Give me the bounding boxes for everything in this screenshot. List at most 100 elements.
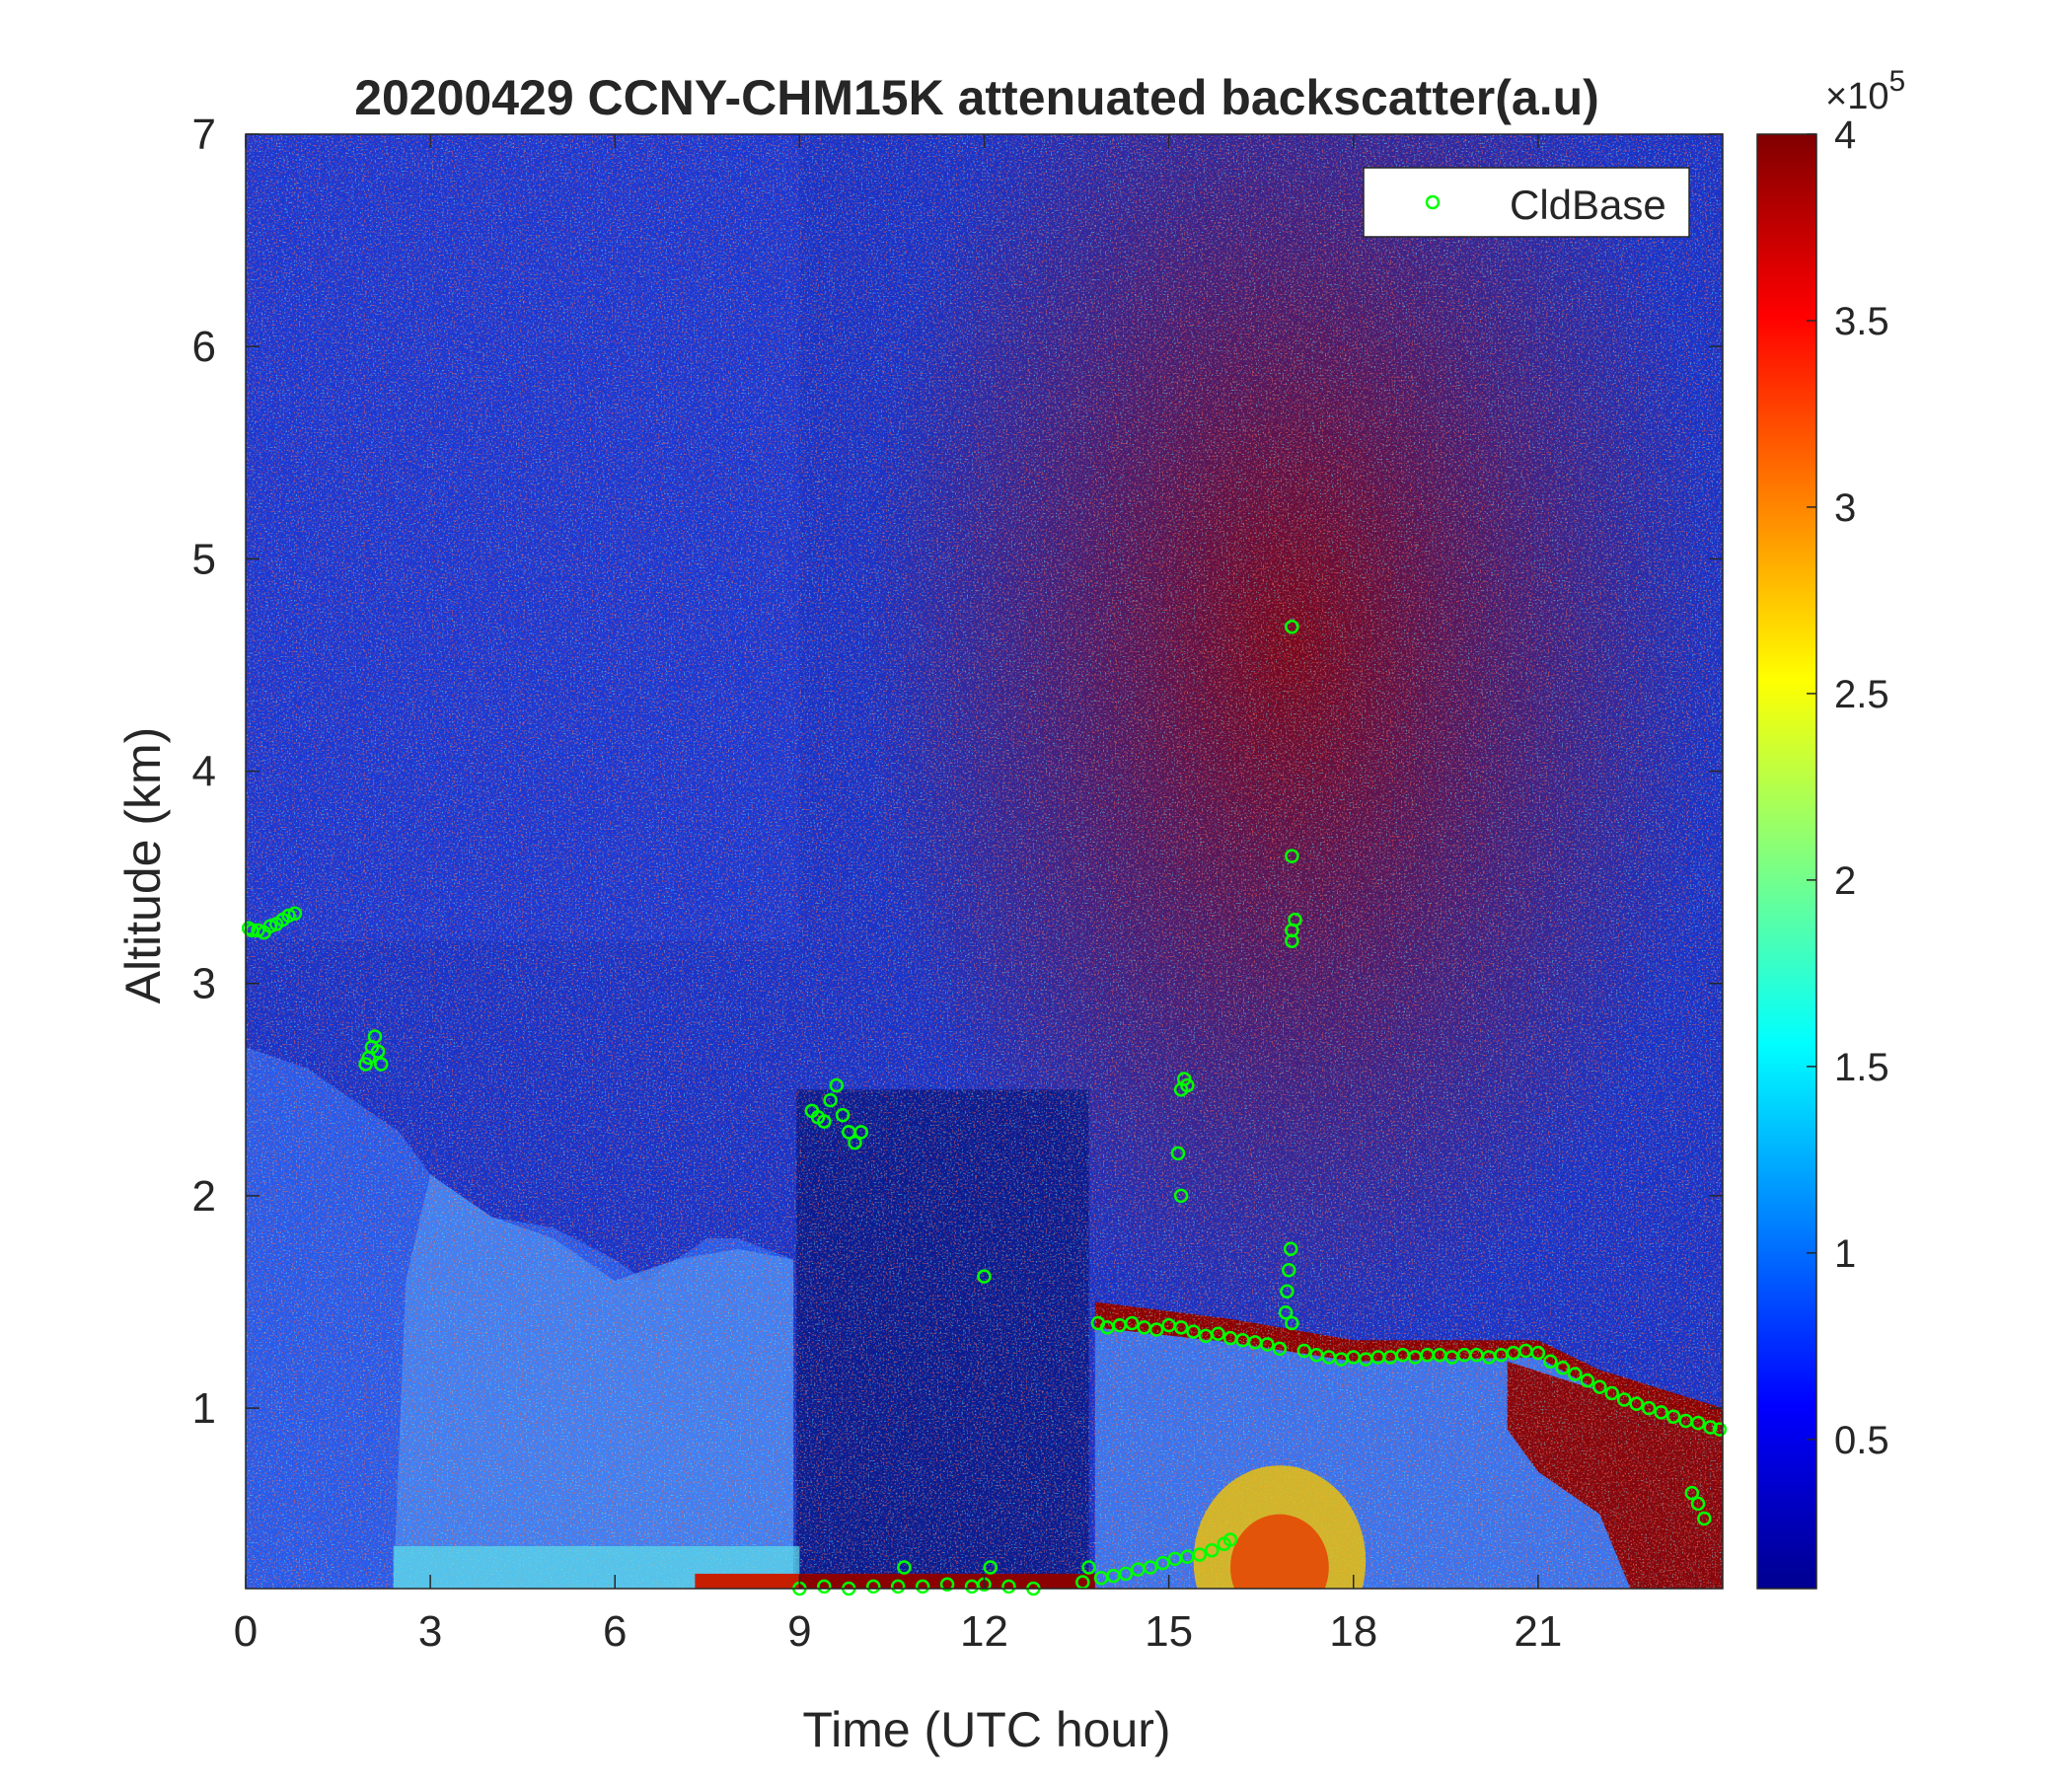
cldbase-point bbox=[1690, 1496, 1706, 1512]
cldbase-point bbox=[1155, 1555, 1170, 1571]
colorbar-exponent: ×105 bbox=[1825, 65, 1905, 117]
y-tick-label: 2 bbox=[192, 1172, 216, 1221]
cldbase-point bbox=[1148, 1322, 1164, 1337]
x-tick-label: 0 bbox=[234, 1607, 258, 1656]
cldbase-point bbox=[1580, 1373, 1595, 1388]
colorbar: 0.5 1 1.5 2 2.5 3 3.5 4 ×105 bbox=[1756, 65, 1905, 1590]
cldbase-point bbox=[977, 1269, 992, 1284]
cldbase-point bbox=[817, 1579, 832, 1595]
cldbase-point bbox=[1697, 1511, 1712, 1526]
cldbase-point bbox=[915, 1579, 930, 1595]
cldbase-point bbox=[1001, 1579, 1016, 1595]
cldbase-point bbox=[370, 1044, 386, 1059]
cldbase-point bbox=[1260, 1337, 1275, 1352]
cldbase-point bbox=[1690, 1415, 1706, 1431]
cldbase-point bbox=[1543, 1354, 1558, 1370]
cldbase-point bbox=[1285, 619, 1299, 634]
cldbase-point bbox=[1272, 1341, 1288, 1357]
x-tick-label: 9 bbox=[787, 1607, 811, 1656]
x-tick-label: 3 bbox=[418, 1607, 442, 1656]
backscatter-boundary-layer bbox=[393, 1465, 1367, 1589]
colorbar-tick-label: 0.5 bbox=[1834, 1419, 1889, 1462]
cldbase-point bbox=[1205, 1543, 1220, 1558]
legend-entry-cldbase: CldBase bbox=[1510, 182, 1666, 228]
cldbase-point bbox=[1211, 1326, 1225, 1342]
y-tick-label: 1 bbox=[192, 1384, 216, 1433]
cldbase-point bbox=[1684, 1485, 1700, 1501]
cldbase-point bbox=[1555, 1360, 1571, 1375]
cldbase-point bbox=[983, 1560, 998, 1575]
cldbase-point bbox=[1592, 1379, 1607, 1394]
surface-band-red bbox=[695, 1573, 800, 1589]
x-tick-label: 21 bbox=[1514, 1607, 1562, 1656]
cldbase-point bbox=[1186, 1324, 1201, 1339]
cldbase-point bbox=[1173, 1320, 1189, 1335]
colorbar-tick-label: 3 bbox=[1834, 486, 1856, 530]
x-axis: 0 3 6 9 12 15 18 21 bbox=[234, 134, 1562, 1656]
cldbase-point bbox=[1629, 1396, 1644, 1412]
x-tick-label: 12 bbox=[960, 1607, 1008, 1656]
chart-title: 20200429 CCNY-CHM15K attenuated backscat… bbox=[354, 70, 1599, 125]
cldbase-point bbox=[1285, 1315, 1299, 1331]
cldbase-point bbox=[1192, 1547, 1208, 1562]
cldbase-point bbox=[1654, 1405, 1668, 1420]
colorbar-tick-label: 1 bbox=[1834, 1232, 1856, 1276]
cldbase-series bbox=[241, 619, 1728, 1596]
x-tick-label: 15 bbox=[1145, 1607, 1193, 1656]
cldbase-point bbox=[1712, 1422, 1728, 1437]
cldbase-point bbox=[1604, 1385, 1619, 1401]
y-tick-label: 5 bbox=[192, 535, 216, 583]
backscatter-noise bbox=[246, 134, 1723, 1589]
y-tick-label: 7 bbox=[192, 111, 216, 159]
cldbase-point bbox=[367, 1029, 383, 1044]
legend: CldBase bbox=[1363, 167, 1690, 238]
x-axis-label: Time (UTC hour) bbox=[802, 1702, 1170, 1757]
colorbar-tick-label: 4 bbox=[1834, 113, 1856, 157]
colorbar-exponent-power: 5 bbox=[1888, 65, 1905, 98]
cldbase-point bbox=[939, 1577, 955, 1592]
colorbar-tick-label: 3.5 bbox=[1834, 300, 1889, 343]
cldbase-point bbox=[823, 1092, 838, 1108]
cldbase-point bbox=[1118, 1566, 1134, 1582]
cldbase-point bbox=[373, 1057, 389, 1072]
cldbase-point bbox=[817, 1114, 832, 1129]
cldbase-point bbox=[1170, 1146, 1186, 1161]
cldbase-point bbox=[835, 1107, 851, 1123]
surface-band-darkred bbox=[799, 1573, 1095, 1589]
colorbar-tick-label: 1.5 bbox=[1834, 1046, 1889, 1089]
cldbase-point bbox=[1081, 1560, 1096, 1575]
colorbar-gradient bbox=[1756, 133, 1817, 1590]
x-tick-label: 6 bbox=[603, 1607, 627, 1656]
surface-aerosol-core bbox=[1230, 1514, 1329, 1589]
cldbase-point bbox=[262, 919, 278, 933]
cldbase-point bbox=[890, 1579, 906, 1595]
legend-marker bbox=[1425, 194, 1441, 210]
cldbase-point bbox=[829, 1077, 845, 1093]
cldbase-point bbox=[1296, 1343, 1312, 1359]
cldbase-point bbox=[1703, 1420, 1718, 1435]
cldbase-point bbox=[1280, 1284, 1295, 1299]
cldbase-point bbox=[251, 923, 265, 938]
cldbase-point bbox=[865, 1579, 881, 1595]
colorbar-ticks: 0.5 1 1.5 2 2.5 3 3.5 4 bbox=[1807, 113, 1889, 1462]
cldbase-point bbox=[1180, 1077, 1195, 1093]
colorbar-tick-label: 2.5 bbox=[1834, 673, 1889, 716]
cldbase-point bbox=[1641, 1400, 1657, 1416]
cldbase-point bbox=[1124, 1315, 1140, 1331]
cldbase-point bbox=[1285, 933, 1299, 948]
x-tick-label: 18 bbox=[1329, 1607, 1377, 1656]
y-tick-label: 3 bbox=[192, 960, 216, 1008]
colorbar-exponent-base: ×10 bbox=[1825, 76, 1888, 117]
y-axis-label: Altitude (km) bbox=[115, 727, 171, 1004]
cldbase-point bbox=[281, 908, 296, 924]
cldbase-point bbox=[1282, 1262, 1296, 1278]
y-tick-label: 6 bbox=[192, 323, 216, 371]
cldbase-point bbox=[1222, 1532, 1238, 1547]
cldbase-point bbox=[1285, 849, 1299, 863]
cldbase-point bbox=[848, 1135, 862, 1150]
cldbase-point bbox=[1568, 1367, 1583, 1381]
cldbase-point bbox=[1278, 1305, 1294, 1320]
cldbase-point bbox=[1283, 1241, 1298, 1256]
